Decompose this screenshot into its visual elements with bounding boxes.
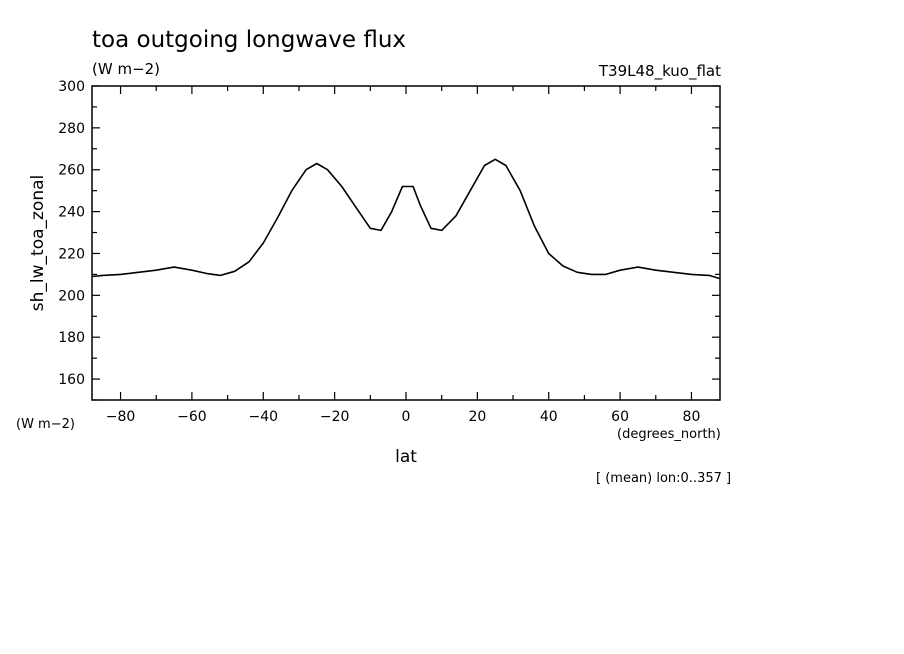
- y-tick-label: 260: [58, 163, 85, 179]
- axis-ticks: [92, 85, 720, 401]
- x-tick-label: −60: [177, 409, 207, 425]
- plot-frame: [91, 85, 721, 401]
- y-axis-label: sh_lw_toa_zonal: [28, 175, 48, 311]
- x-units-label: (degrees_north): [617, 427, 721, 442]
- x-tick-label: −40: [248, 409, 278, 425]
- series-line: [91, 158, 721, 280]
- x-tick-label: −20: [320, 409, 350, 425]
- y-tick-label: 280: [58, 121, 85, 137]
- tick-labels: −80 −60 −40 −20 0 20 40 60 80 160 180 200 220 240 260 2…: [58, 79, 700, 425]
- x-tick-label: 80: [683, 409, 701, 425]
- y-tick-label: 200: [58, 288, 85, 304]
- footnote: [ (mean) lon:0..357 ]: [596, 471, 731, 486]
- run-label: T39L48_kuo_flat: [598, 62, 721, 81]
- x-tick-label: −80: [106, 409, 136, 425]
- x-tick-label: 40: [540, 409, 558, 425]
- y-tick-label: 240: [58, 205, 85, 221]
- y-units-label: (W m−2): [16, 417, 75, 432]
- title-units: (W m−2): [92, 60, 160, 78]
- x-tick-label: 0: [402, 409, 411, 425]
- y-tick-label: 220: [58, 246, 85, 262]
- x-tick-label: 20: [468, 409, 486, 425]
- x-tick-label: 60: [611, 409, 629, 425]
- chart-title: toa outgoing longwave flux: [92, 27, 406, 53]
- y-tick-label: 160: [58, 372, 85, 388]
- y-tick-label: 180: [58, 330, 85, 346]
- x-axis-label: lat: [395, 447, 417, 467]
- y-tick-label: 300: [58, 79, 85, 95]
